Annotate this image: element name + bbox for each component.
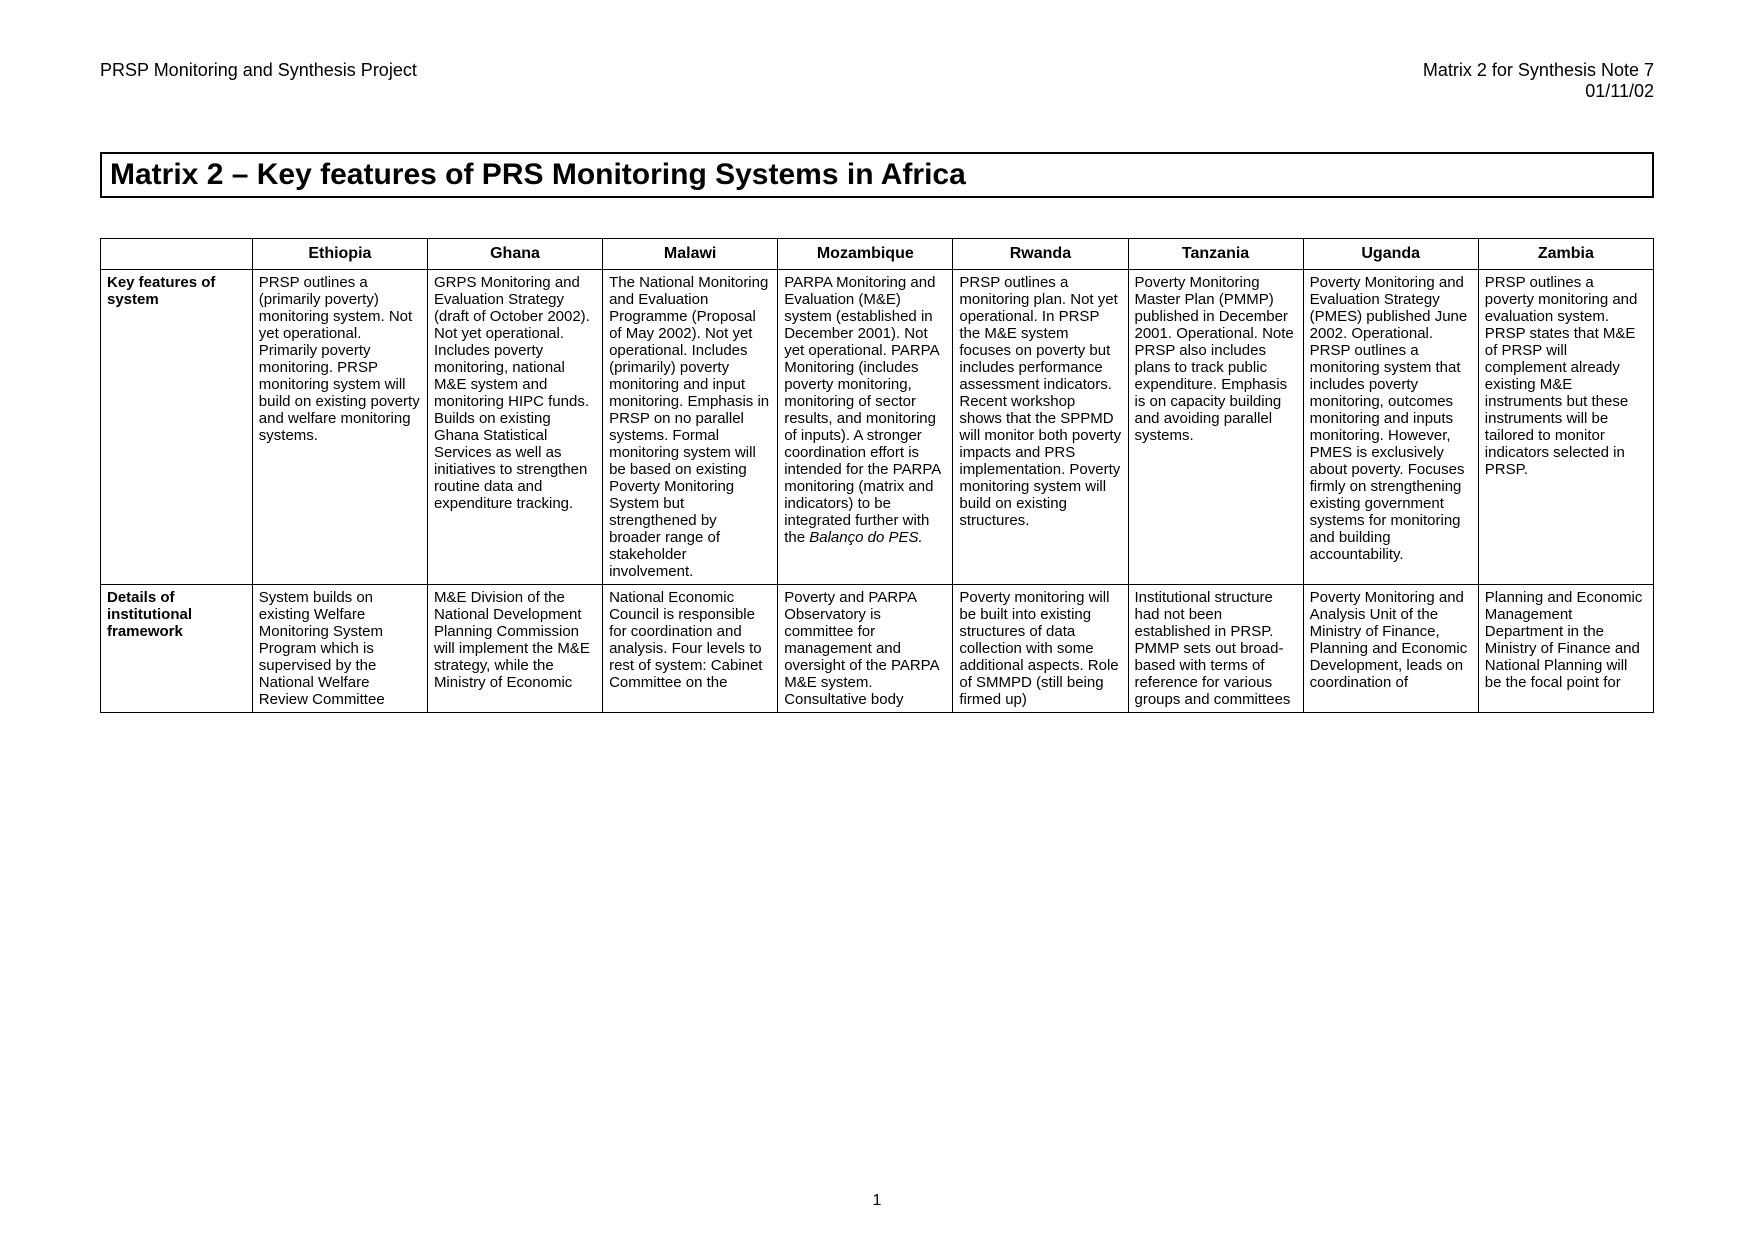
row-label-institutional: Details of institutional framework xyxy=(101,585,253,713)
cell: PRSP outlines a monitoring plan. Not yet… xyxy=(953,270,1128,585)
col-ghana: Ghana xyxy=(427,239,602,270)
col-malawi: Malawi xyxy=(603,239,778,270)
header-row: Ethiopia Ghana Malawi Mozambique Rwanda … xyxy=(101,239,1654,270)
cell: Planning and Economic Management Departm… xyxy=(1478,585,1653,713)
cell: Poverty monitoring will be built into ex… xyxy=(953,585,1128,713)
cell: M&E Division of the National Development… xyxy=(427,585,602,713)
header-left: PRSP Monitoring and Synthesis Project xyxy=(100,60,417,102)
row-institutional: Details of institutional framework Syste… xyxy=(101,585,1654,713)
cell: Institutional structure had not been est… xyxy=(1128,585,1303,713)
page-number: 1 xyxy=(0,1192,1754,1210)
cell: PARPA Monitoring and Evaluation (M&E) sy… xyxy=(778,270,953,585)
col-rwanda: Rwanda xyxy=(953,239,1128,270)
row-key-features: Key features of system PRSP outlines a (… xyxy=(101,270,1654,585)
cell: The National Monitoring and Evaluation P… xyxy=(603,270,778,585)
cell: National Economic Council is responsible… xyxy=(603,585,778,713)
row-label-key-features: Key features of system xyxy=(101,270,253,585)
col-mozambique: Mozambique xyxy=(778,239,953,270)
cell: PRSP outlines a poverty monitoring and e… xyxy=(1478,270,1653,585)
cell: Poverty Monitoring and Evaluation Strate… xyxy=(1303,270,1478,585)
col-tanzania: Tanzania xyxy=(1128,239,1303,270)
cell: Poverty Monitoring Master Plan (PMMP) pu… xyxy=(1128,270,1303,585)
header-right-line1: Matrix 2 for Synthesis Note 7 xyxy=(1423,60,1654,81)
col-ethiopia: Ethiopia xyxy=(252,239,427,270)
col-uganda: Uganda xyxy=(1303,239,1478,270)
cell: GRPS Monitoring and Evaluation Strategy … xyxy=(427,270,602,585)
cell: PRSP outlines a (primarily poverty) moni… xyxy=(252,270,427,585)
header-right: Matrix 2 for Synthesis Note 7 01/11/02 xyxy=(1423,60,1654,102)
matrix-table: Ethiopia Ghana Malawi Mozambique Rwanda … xyxy=(100,238,1654,713)
cell: System builds on existing Welfare Monito… xyxy=(252,585,427,713)
page-title: Matrix 2 – Key features of PRS Monitorin… xyxy=(100,152,1654,198)
header-right-line2: 01/11/02 xyxy=(1423,81,1654,102)
col-zambia: Zambia xyxy=(1478,239,1653,270)
cell: Poverty Monitoring and Analysis Unit of … xyxy=(1303,585,1478,713)
cell: Poverty and PARPA Observatory is committ… xyxy=(778,585,953,713)
corner-cell xyxy=(101,239,253,270)
